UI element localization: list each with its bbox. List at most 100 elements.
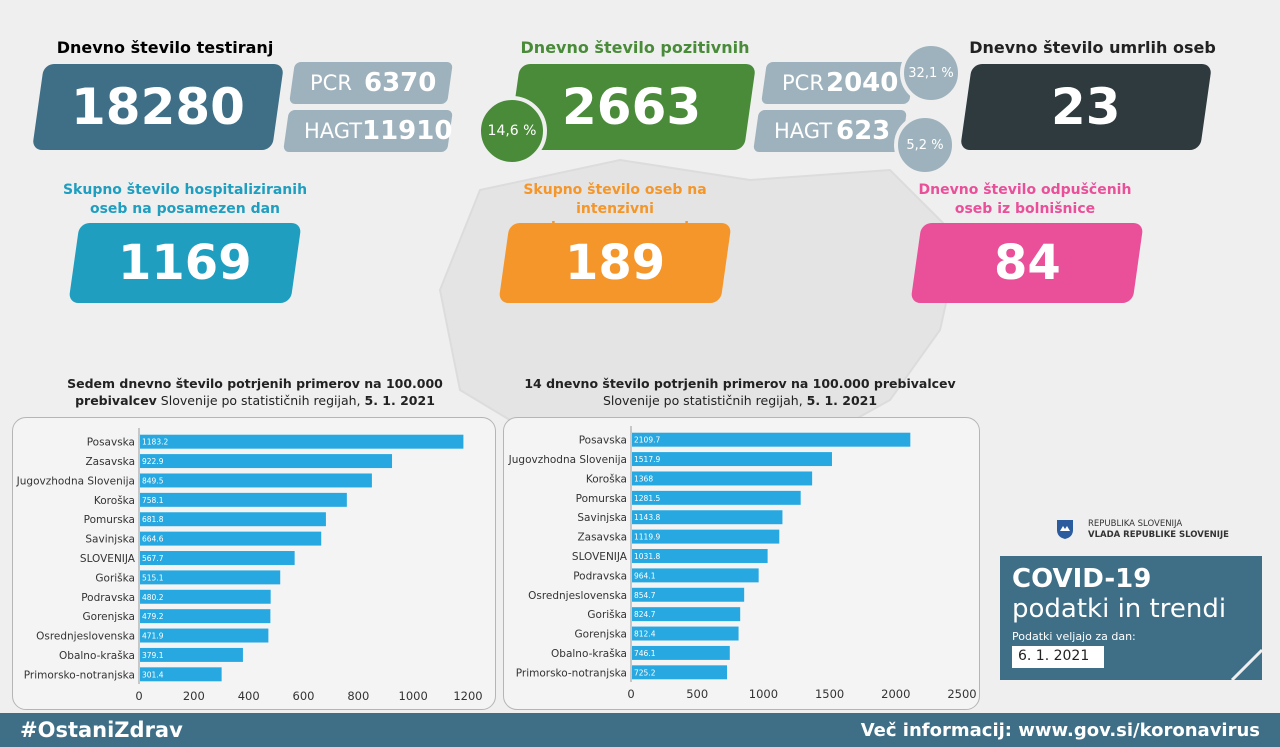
chart1-title-bold: Sedem dnevno število potrjenih primerov … xyxy=(67,376,443,408)
chart2-tick-label: 500 xyxy=(686,687,708,701)
tests-pcr-box: PCR 6370 xyxy=(289,62,453,104)
tests-pcr-value: 6370 xyxy=(363,68,436,98)
chart1-data-label: 1183.2 xyxy=(142,438,168,447)
chart1-bar xyxy=(140,512,326,527)
chart2-bar xyxy=(632,626,739,641)
chart2-category-label: Zasavska xyxy=(577,532,627,544)
chart2-tick-label: 1500 xyxy=(815,687,844,701)
chart2-data-label: 1143.8 xyxy=(634,513,660,522)
chart2-data-label: 1119.9 xyxy=(634,533,660,542)
hospitalized-card: 1169 xyxy=(68,223,302,303)
footer: #OstaniZdrav Več informacij: www.gov.si/… xyxy=(0,713,1280,747)
chart1-category-label: Zasavska xyxy=(85,456,135,468)
hospitalized-title: Skupno število hospitaliziranih oseb na … xyxy=(60,181,310,219)
positives-title: Dnevno število pozitivnih xyxy=(520,38,750,57)
positives-share: 14,6 % xyxy=(487,123,537,139)
chart1-tick-label: 800 xyxy=(347,689,369,703)
chart2-category-label: Gorenjska xyxy=(575,629,627,641)
chart2-bar xyxy=(632,645,730,660)
chart1-tick-label: 600 xyxy=(293,689,315,703)
positives-pcr-share: 32,1 % xyxy=(908,65,954,81)
chart1-data-label: 567.7 xyxy=(142,554,164,563)
chart2-category-label: Pomurska xyxy=(576,493,627,505)
chart1-category-label: SLOVENIJA xyxy=(80,553,136,565)
positives-hagt-share: 5,2 % xyxy=(906,137,944,153)
gov-line1: REPUBLIKA SLOVENIJA xyxy=(1088,519,1183,529)
chart1-category-label: Podravska xyxy=(81,592,135,604)
chart2-data-label: 746.1 xyxy=(634,649,656,658)
icu-card: 189 xyxy=(498,223,732,303)
tests-pcr-label: PCR xyxy=(310,71,352,95)
positives-pcr-share-circle: 32,1 % xyxy=(900,42,962,104)
chart1-data-label: 301.4 xyxy=(142,670,164,679)
chart2-bar xyxy=(632,452,832,467)
chart1-tick-label: 1200 xyxy=(453,689,482,703)
chart2-category-label: Podravska xyxy=(573,570,627,582)
chart2-tick-label: 2500 xyxy=(947,687,976,701)
chart2-svg: 2109.7 Posavska 1517.9 Jugovzhodna Slovenij… xyxy=(508,426,977,701)
positives-hagt-label: HAGT xyxy=(774,119,833,143)
chart2-category-label: Savinjska xyxy=(577,512,627,524)
tests-total-card: 18280 xyxy=(31,64,285,150)
chart2-category-label: Osrednjeslovenska xyxy=(528,590,627,602)
chart1-bar xyxy=(140,609,271,624)
chart1-category-label: Koroška xyxy=(94,495,135,507)
chart2-data-label: 1281.5 xyxy=(634,494,660,503)
positives-pcr-box: PCR 2040 xyxy=(761,62,915,104)
chart2-data-label: 725.2 xyxy=(634,668,656,677)
chart1-data-label: 379.1 xyxy=(142,651,164,660)
info-date: 6. 1. 2021 xyxy=(1012,646,1104,668)
chart1-svg: 1183.2 Posavska 922.9 Zasavska 849.5 Jugovzho… xyxy=(16,428,483,703)
chart1-tick-label: 200 xyxy=(183,689,205,703)
chart2-bar xyxy=(632,529,780,544)
chart1-title: Sedem dnevno število potrjenih primerov … xyxy=(40,375,470,409)
chart1-bar xyxy=(140,551,295,565)
discharged-card: 84 xyxy=(910,223,1144,303)
chart2-bar xyxy=(632,607,741,622)
chart2-bar xyxy=(632,549,768,563)
chart1-data-label: 480.2 xyxy=(142,593,164,602)
chart1-bar xyxy=(140,454,393,469)
chart2-tick-label: 0 xyxy=(627,687,634,701)
icu-value: 189 xyxy=(564,235,666,291)
gov-line2: VLADA REPUBLIKE SLOVENIJE xyxy=(1088,530,1229,540)
chart2-data-label: 1368 xyxy=(634,474,653,483)
positives-hagt-value: 623 xyxy=(835,116,890,146)
chart1-data-label: 922.9 xyxy=(142,457,164,466)
chart2-category-label: Jugovzhodna Slovenija xyxy=(508,454,627,466)
tests-hagt-value: 11910 xyxy=(362,116,453,146)
chart1-bar xyxy=(140,570,281,585)
chart1-bar xyxy=(140,667,222,682)
chart1-bar xyxy=(140,531,322,546)
chart1-data-label: 471.9 xyxy=(142,632,164,641)
tests-title: Dnevno število testiranj xyxy=(56,38,274,57)
positives-pcr-value: 2040 xyxy=(825,68,898,98)
chart2-bar xyxy=(632,510,783,525)
chart1-bar xyxy=(140,434,464,449)
footer-more-info[interactable]: Več informacij: www.gov.si/koronavirus xyxy=(860,720,1260,741)
chart2-title-rest: Slovenije po statističnih regijah, xyxy=(602,393,807,408)
chart2-data-label: 1517.9 xyxy=(634,455,660,464)
chart2-category-label: Goriška xyxy=(587,609,627,621)
chart2-category-label: Primorsko-notranjska xyxy=(516,667,627,679)
positives-hagt-box: HAGT 623 xyxy=(753,110,907,152)
chart2-data-label: 824.7 xyxy=(634,610,656,619)
chart2-category-label: Posavska xyxy=(579,435,627,447)
icu-title-line1: Skupno število oseb na intenzivni xyxy=(523,182,707,217)
info-subtitle: podatki in trendi xyxy=(1012,594,1227,624)
chart1-title-rest: Slovenije po statističnih regijah, xyxy=(156,393,365,408)
tests-total-value: 18280 xyxy=(71,78,245,136)
positives-share-circle: 14,6 % xyxy=(477,96,547,166)
footer-hashtag[interactable]: #OstaniZdrav xyxy=(20,718,183,742)
chart1-bar xyxy=(140,492,347,507)
chart1-category-label: Obalno-kraška xyxy=(59,650,135,662)
tests-hagt-label: HAGT xyxy=(304,119,363,143)
chart1-tick-label: 0 xyxy=(135,689,142,703)
gov-label: REPUBLIKA SLOVENIJA VLADA REPUBLIKE SLOV… xyxy=(1088,519,1229,541)
discharged-title: Dnevno število odpuščenih oseb iz bolniš… xyxy=(900,181,1150,219)
discharged-title-line1: Dnevno število odpuščenih xyxy=(918,182,1132,198)
chart1-category-label: Goriška xyxy=(95,572,135,584)
positives-total-value: 2663 xyxy=(562,78,702,136)
chart1-tick-label: 1000 xyxy=(399,689,428,703)
info-valid-label: Podatki veljajo za dan: xyxy=(1012,630,1136,643)
